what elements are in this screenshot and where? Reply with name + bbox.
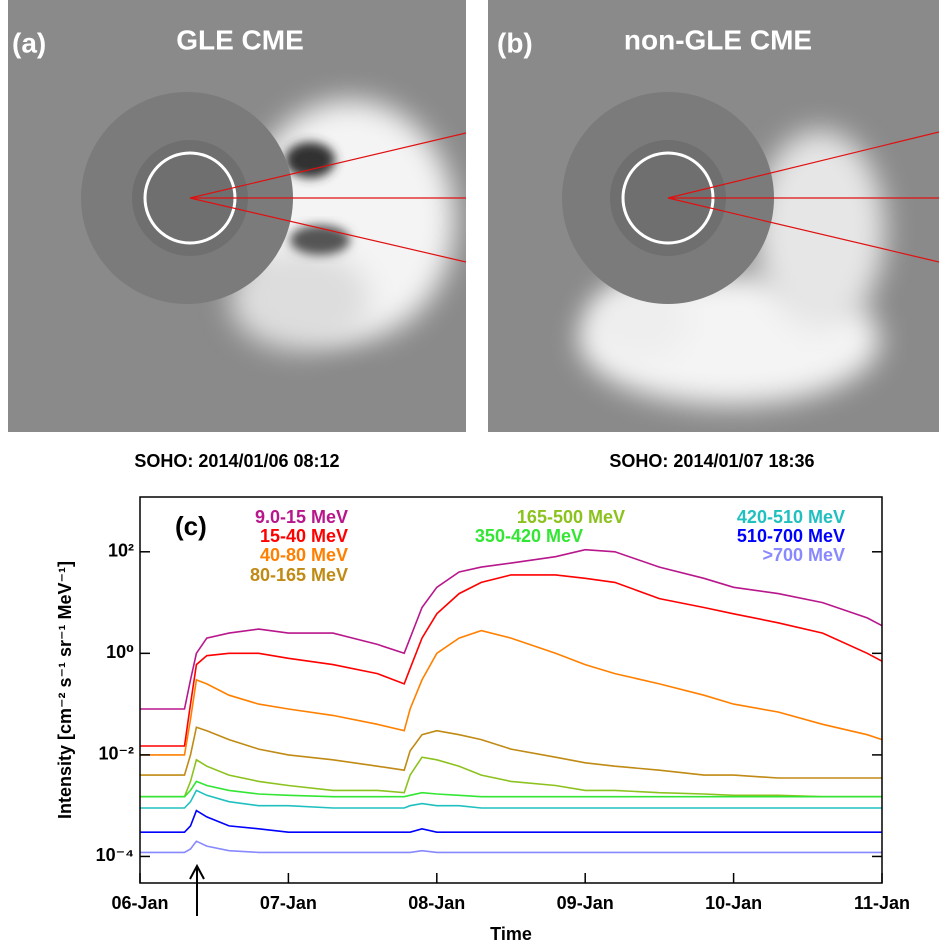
y-axis-label: Intensity [cm⁻² s⁻¹ sr⁻¹ MeV⁻¹] (55, 561, 75, 819)
legend-entry: 350-420 MeV (475, 526, 583, 546)
y-tick-label: 10⁰ (106, 642, 134, 662)
series-line (140, 631, 882, 755)
panel-label: (a) (12, 27, 46, 58)
onset-arrow (190, 866, 204, 916)
series-line (140, 575, 882, 746)
y-tick-label: 10⁻² (98, 744, 134, 764)
x-tick-label: 08-Jan (408, 893, 465, 913)
caption: SOHO: 2014/01/07 18:36 (609, 451, 814, 471)
panel-label: (b) (497, 27, 533, 58)
image-b (488, 0, 939, 432)
figure: (a) GLE CME (b) non-GLE CME SOHO: 2014/0… (0, 0, 939, 948)
x-tick-label: 09-Jan (557, 893, 614, 913)
legend-entry: >700 MeV (762, 545, 845, 565)
legend-entry: 9.0-15 MeV (255, 507, 348, 527)
image-a (8, 0, 466, 432)
legend-entry: 80-165 MeV (250, 565, 348, 585)
legend-entry: 15-40 MeV (260, 526, 348, 546)
x-tick-label: 11-Jan (854, 893, 910, 913)
series-line (140, 841, 882, 852)
legend-entry: 510-700 MeV (737, 526, 845, 546)
panel-title: non-GLE CME (624, 24, 812, 55)
series-line (140, 727, 882, 778)
caption: SOHO: 2014/01/06 08:12 (134, 451, 339, 471)
panel-label: (c) (175, 511, 207, 541)
series-line (140, 811, 882, 833)
x-axis-label: Time (490, 924, 532, 944)
x-tick-label: 06-Jan (111, 893, 168, 913)
series-line (140, 781, 882, 796)
x-tick-label: 10-Jan (705, 893, 762, 913)
legend-entry: 420-510 MeV (737, 507, 845, 527)
y-tick-label: 10⁻⁴ (96, 845, 134, 865)
legend-entry: 165-500 MeV (517, 507, 625, 527)
y-tick-label: 10² (108, 541, 134, 561)
x-tick-label: 07-Jan (260, 893, 317, 913)
panel-title: GLE CME (176, 24, 304, 55)
legend-entry: 40-80 MeV (260, 545, 348, 565)
